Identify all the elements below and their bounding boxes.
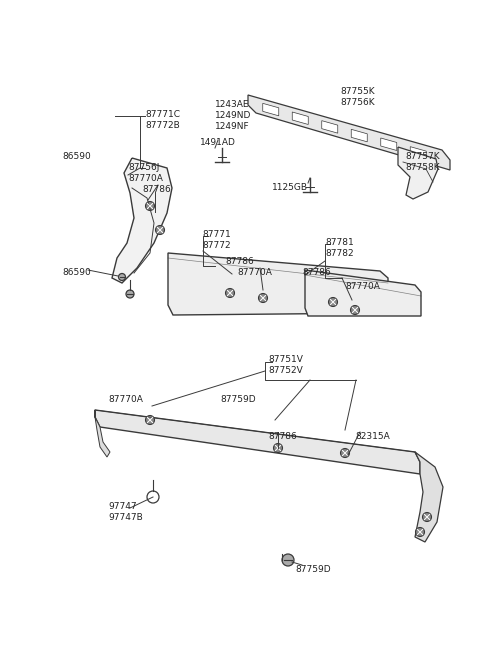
Text: 87757K: 87757K xyxy=(405,152,440,161)
Polygon shape xyxy=(410,147,426,159)
Text: 87756K: 87756K xyxy=(340,98,374,107)
Polygon shape xyxy=(351,129,367,142)
Text: 1249NF: 1249NF xyxy=(215,122,250,131)
Polygon shape xyxy=(322,121,338,133)
Circle shape xyxy=(340,449,349,457)
Circle shape xyxy=(274,443,283,453)
Text: 87786: 87786 xyxy=(225,257,254,266)
Text: 87771C: 87771C xyxy=(145,110,180,119)
Text: 82315A: 82315A xyxy=(355,432,390,441)
PathPatch shape xyxy=(112,158,172,283)
Polygon shape xyxy=(95,410,420,474)
Circle shape xyxy=(145,415,155,424)
Text: 1125GB: 1125GB xyxy=(272,183,308,192)
Text: 87756J: 87756J xyxy=(128,163,159,172)
Circle shape xyxy=(119,274,125,280)
Polygon shape xyxy=(263,103,279,116)
Circle shape xyxy=(328,297,337,307)
Text: 97747B: 97747B xyxy=(108,513,143,522)
Text: 87786: 87786 xyxy=(142,185,171,194)
Circle shape xyxy=(422,512,432,521)
Text: 1243AE: 1243AE xyxy=(215,100,250,109)
Text: 87781: 87781 xyxy=(325,238,354,247)
Polygon shape xyxy=(305,270,421,316)
Text: 97747: 97747 xyxy=(108,502,137,511)
Text: 87758K: 87758K xyxy=(405,163,440,172)
Circle shape xyxy=(126,290,134,298)
Text: 86590: 86590 xyxy=(62,152,91,161)
Polygon shape xyxy=(168,253,388,315)
Text: 87772B: 87772B xyxy=(145,121,180,130)
Polygon shape xyxy=(95,410,110,457)
Circle shape xyxy=(350,305,360,314)
Text: 87782: 87782 xyxy=(325,249,354,258)
Circle shape xyxy=(282,554,294,566)
Text: 87786: 87786 xyxy=(268,432,297,441)
Circle shape xyxy=(226,288,235,297)
Text: 87755K: 87755K xyxy=(340,87,374,96)
Text: 87770A: 87770A xyxy=(237,268,272,277)
Text: 87770A: 87770A xyxy=(345,282,380,291)
Text: 1491AD: 1491AD xyxy=(200,138,236,147)
Text: 87759D: 87759D xyxy=(220,395,256,404)
Text: 1249ND: 1249ND xyxy=(215,111,252,120)
PathPatch shape xyxy=(415,452,443,542)
Polygon shape xyxy=(292,112,308,124)
Circle shape xyxy=(259,293,267,303)
Text: 87751V: 87751V xyxy=(268,355,303,364)
Circle shape xyxy=(416,527,424,536)
Circle shape xyxy=(145,202,155,210)
Text: 87786: 87786 xyxy=(302,268,331,277)
Text: 86590: 86590 xyxy=(62,268,91,277)
Text: 87771: 87771 xyxy=(202,230,231,239)
Polygon shape xyxy=(248,95,450,170)
Text: 87770A: 87770A xyxy=(128,174,163,183)
Circle shape xyxy=(156,225,165,234)
Text: 87752V: 87752V xyxy=(268,366,303,375)
Text: 87772: 87772 xyxy=(202,241,230,250)
Polygon shape xyxy=(381,138,397,151)
PathPatch shape xyxy=(398,147,438,199)
Text: 87759D: 87759D xyxy=(295,565,331,574)
Text: 87770A: 87770A xyxy=(108,395,143,404)
